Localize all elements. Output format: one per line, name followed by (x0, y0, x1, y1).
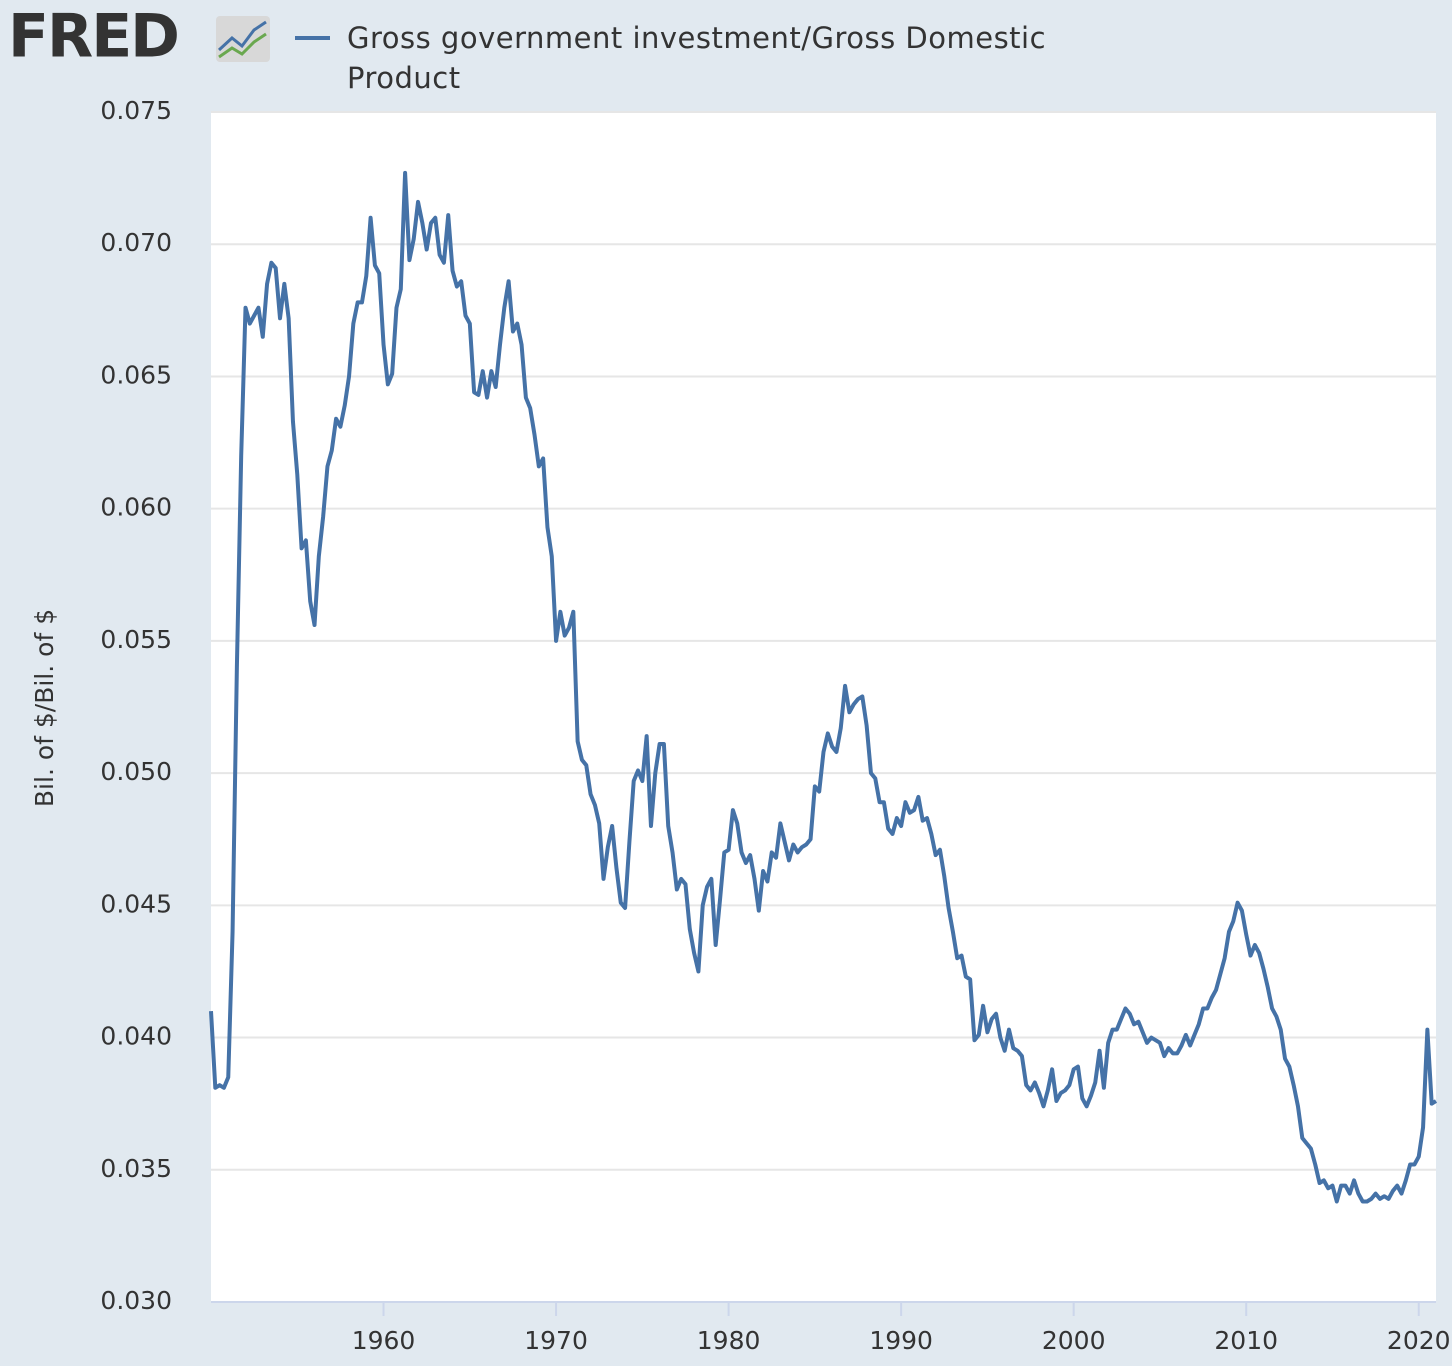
y-tick-label: 0.040 (100, 1022, 172, 1051)
x-tick-label: 1960 (352, 1326, 416, 1355)
x-tick-label: 2020 (1387, 1326, 1451, 1355)
x-tick-label: 1970 (524, 1326, 588, 1355)
y-tick-label: 0.075 (100, 96, 172, 125)
data-line (209, 170, 1438, 1204)
y-tick-label: 0.070 (100, 228, 172, 257)
x-tick-label: 1990 (869, 1326, 933, 1355)
x-tick-label: 2010 (1214, 1326, 1278, 1355)
legend-label: Gross government investment/Gross Domest… (347, 21, 1047, 95)
y-tick-label: 0.055 (100, 625, 172, 654)
logo-icon (216, 16, 270, 62)
y-tick-label: 0.050 (100, 757, 172, 786)
y-axis-label: Bil. of $/Bil. of $ (30, 609, 59, 807)
x-tick-label: 1980 (697, 1326, 761, 1355)
y-tick-label: 0.045 (100, 889, 172, 918)
y-tick-label: 0.035 (100, 1154, 172, 1183)
x-tick-label: 2000 (1042, 1326, 1106, 1355)
y-tick-label: 0.030 (100, 1286, 172, 1315)
plot-area (211, 112, 1436, 1302)
logo-text: FRED (8, 2, 178, 72)
y-tick-label: 0.065 (100, 360, 172, 389)
y-tick-label: 0.060 (100, 493, 172, 522)
